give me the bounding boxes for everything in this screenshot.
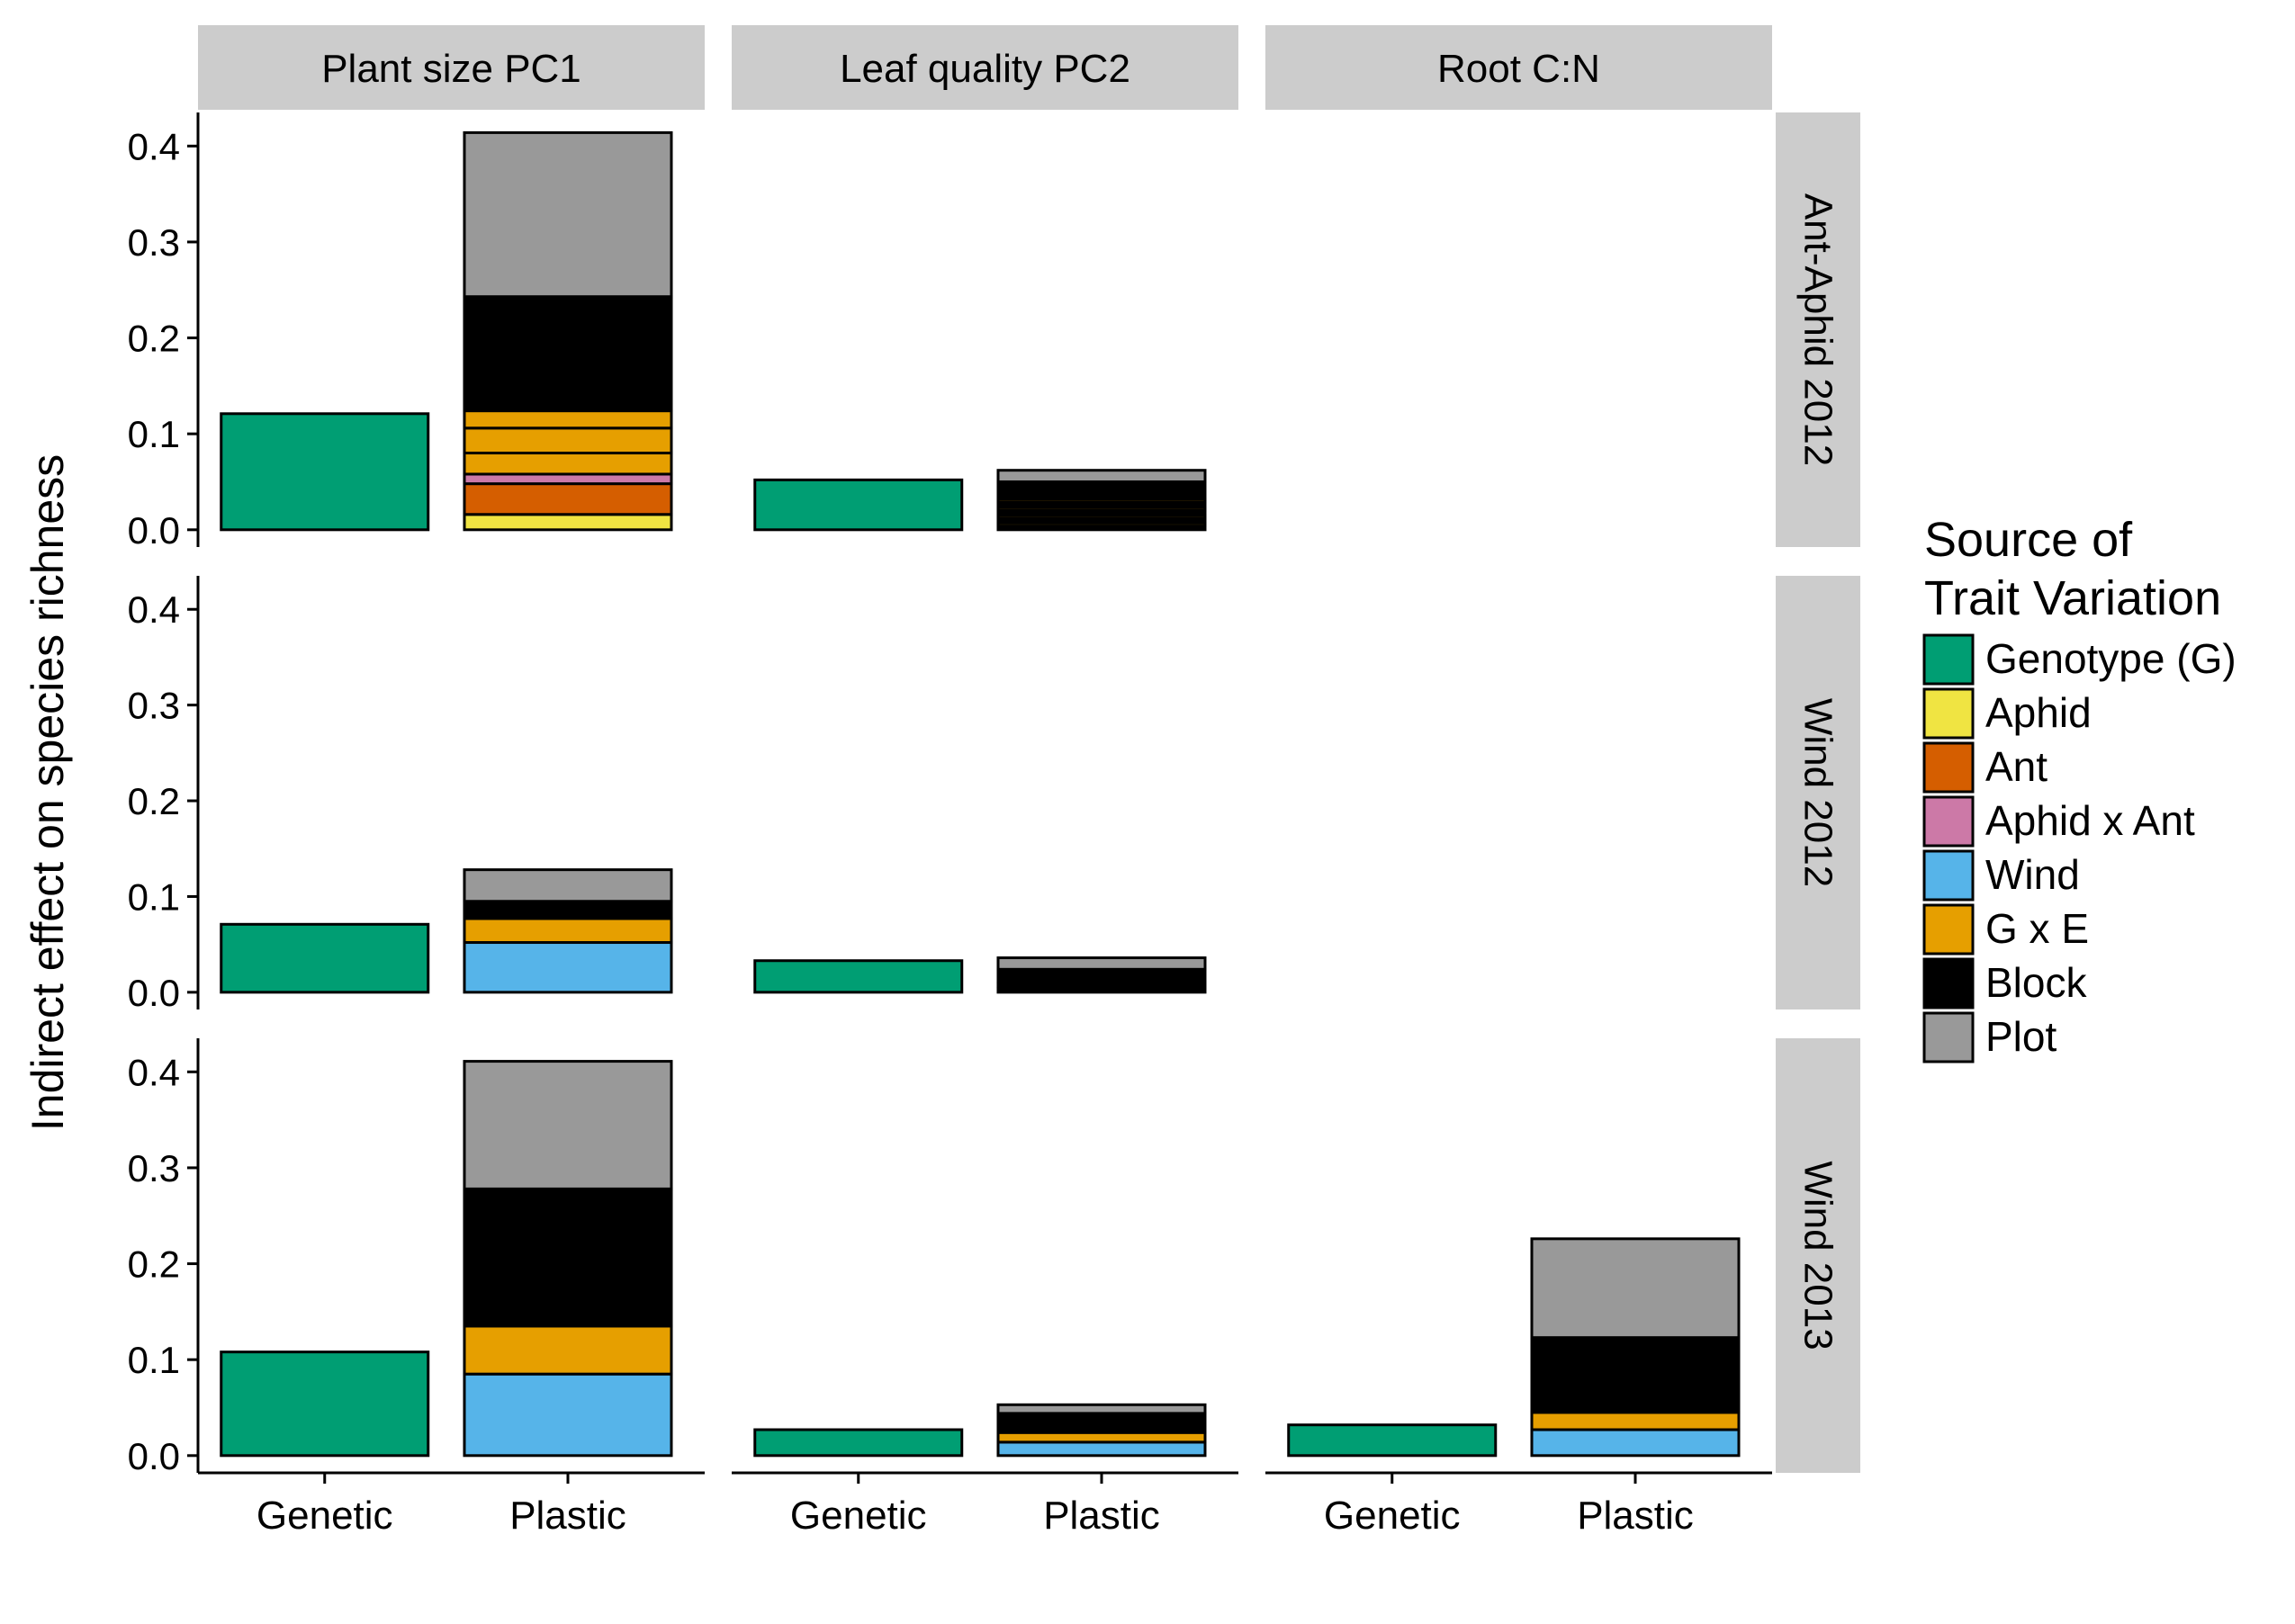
legend-item-label: Genotype (G) bbox=[1985, 635, 2236, 682]
bar-segment bbox=[996, 967, 1207, 983]
y-tick-label: 0.3 bbox=[128, 1147, 180, 1189]
legend-item-label: Plot bbox=[1985, 1013, 2056, 1060]
bar-segment bbox=[1530, 1336, 1741, 1414]
bar-segment bbox=[463, 295, 673, 413]
facet-strip-column bbox=[1265, 25, 1772, 110]
y-tick-label: 0.0 bbox=[128, 972, 180, 1014]
bar-segment bbox=[996, 469, 1207, 483]
bar-segment bbox=[996, 1403, 1207, 1415]
legend-item-label: G x E bbox=[1985, 905, 2089, 952]
bar-segment bbox=[753, 959, 964, 994]
legend-swatch bbox=[1922, 1011, 1975, 1063]
bar-segment bbox=[1530, 1411, 1741, 1431]
y-tick-label: 0.1 bbox=[128, 875, 180, 918]
y-tick-label: 0.4 bbox=[128, 125, 180, 167]
y-tick-label: 0.4 bbox=[128, 1051, 180, 1093]
legend-swatch bbox=[1922, 795, 1975, 848]
y-tick-label: 0.0 bbox=[128, 509, 180, 552]
facet-strip-row bbox=[1776, 1038, 1860, 1473]
bar-segment bbox=[463, 513, 673, 532]
legend-swatch bbox=[1922, 957, 1975, 1009]
legend-item-label: Ant bbox=[1985, 743, 2048, 790]
bar-segment bbox=[463, 1324, 673, 1376]
bar-segment bbox=[220, 412, 430, 532]
facet-label-column: Plant size PC1 bbox=[321, 47, 581, 91]
y-tick-label: 0.3 bbox=[128, 221, 180, 264]
y-axis-title: Indirect effect on species richness bbox=[22, 454, 73, 1131]
x-tick-label: Genetic bbox=[790, 1494, 927, 1538]
legend-swatch bbox=[1922, 741, 1975, 794]
bar-segment bbox=[463, 941, 673, 994]
x-tick-label: Plastic bbox=[1577, 1494, 1694, 1538]
y-tick-label: 0.1 bbox=[128, 413, 180, 455]
bar-segment bbox=[1530, 1428, 1741, 1458]
x-tick-label: Genetic bbox=[1324, 1494, 1461, 1538]
bar-segment bbox=[220, 1350, 430, 1458]
y-tick-label: 0.1 bbox=[128, 1339, 180, 1381]
bar-segment bbox=[996, 480, 1207, 501]
bar-segment bbox=[996, 956, 1207, 971]
bar-segment bbox=[463, 452, 673, 476]
y-tick-label: 0.3 bbox=[128, 685, 180, 727]
facet-strip-row bbox=[1776, 112, 1860, 547]
facet-strip-column bbox=[198, 25, 705, 110]
y-tick-label: 0.2 bbox=[128, 318, 180, 360]
y-tick-label: 0.4 bbox=[128, 588, 180, 631]
facet-strip-column bbox=[732, 25, 1238, 110]
legend-item-label: Block bbox=[1985, 959, 2087, 1006]
bar-segment bbox=[1530, 1237, 1741, 1340]
legend-title: Source of bbox=[1924, 513, 2133, 567]
y-tick-label: 0.2 bbox=[128, 780, 180, 822]
bar-segment bbox=[463, 130, 673, 299]
bar-segment bbox=[463, 900, 673, 920]
legend-item-label: Wind bbox=[1985, 851, 2080, 898]
facet-strip-row bbox=[1776, 576, 1860, 1009]
bar-segment bbox=[463, 426, 673, 455]
legend-item-label: Aphid x Ant bbox=[1985, 797, 2195, 844]
facet-label-row: Wind 2012 bbox=[1796, 698, 1840, 887]
legend-swatch bbox=[1922, 903, 1975, 956]
legend-item-label: Aphid bbox=[1985, 689, 2092, 736]
legend-title: Trait Variation bbox=[1924, 571, 2221, 625]
y-tick-label: 0.2 bbox=[128, 1243, 180, 1286]
bar-segment bbox=[463, 1372, 673, 1458]
bar-segment bbox=[996, 1440, 1207, 1458]
facet-label-row: Ant-Aphid 2012 bbox=[1796, 193, 1840, 466]
bar-segment bbox=[463, 1060, 673, 1190]
bar-segment bbox=[753, 478, 964, 532]
facet-label-row: Wind 2013 bbox=[1796, 1161, 1840, 1350]
legend-swatch bbox=[1922, 687, 1975, 740]
bar-segment bbox=[463, 409, 673, 430]
bar-segment bbox=[463, 472, 673, 486]
x-tick-label: Genetic bbox=[256, 1494, 393, 1538]
bar-segment bbox=[463, 482, 673, 516]
bar-segment bbox=[996, 1431, 1207, 1444]
bar-segment bbox=[220, 922, 430, 994]
x-tick-label: Plastic bbox=[1043, 1494, 1160, 1538]
facet-label-column: Leaf quality PC2 bbox=[840, 47, 1130, 91]
bar-segment bbox=[463, 1187, 673, 1328]
bar-segment bbox=[1287, 1423, 1498, 1458]
legend-swatch bbox=[1922, 849, 1975, 902]
x-tick-label: Plastic bbox=[509, 1494, 626, 1538]
legend-swatch bbox=[1922, 633, 1975, 686]
facet-label-column: Root C:N bbox=[1437, 47, 1600, 91]
y-tick-label: 0.0 bbox=[128, 1435, 180, 1477]
bar-segment bbox=[463, 868, 673, 903]
bar-segment bbox=[753, 1428, 964, 1458]
bar-segment bbox=[463, 917, 673, 945]
bar-segment bbox=[996, 1412, 1207, 1434]
